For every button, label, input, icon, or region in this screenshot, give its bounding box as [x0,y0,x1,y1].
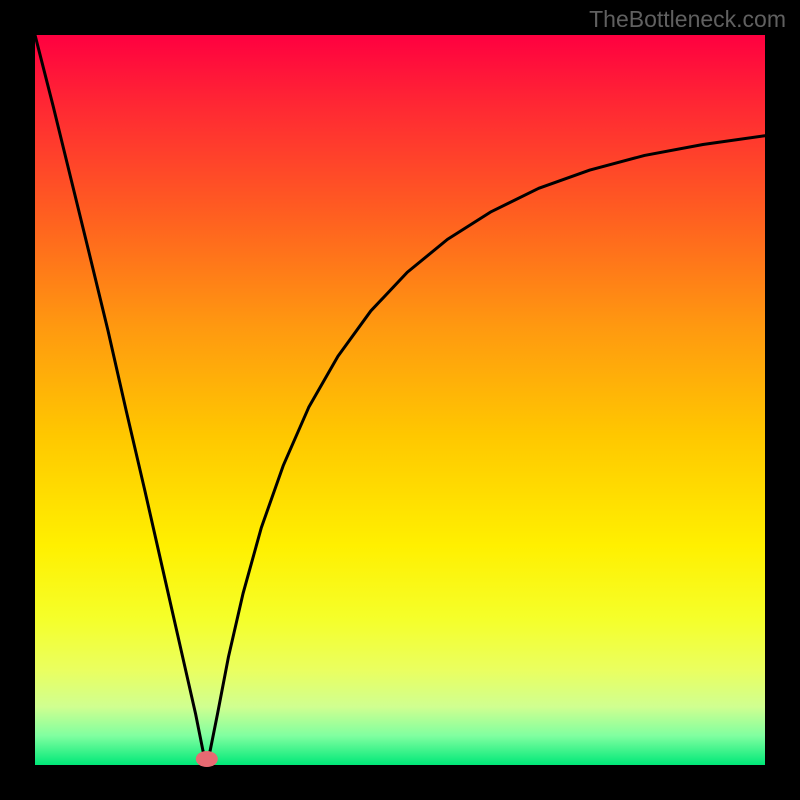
chart-container: TheBottleneck.com [0,0,800,800]
plot-area [35,35,765,765]
bottleneck-curve [35,35,765,765]
watermark-text: TheBottleneck.com [589,6,786,33]
